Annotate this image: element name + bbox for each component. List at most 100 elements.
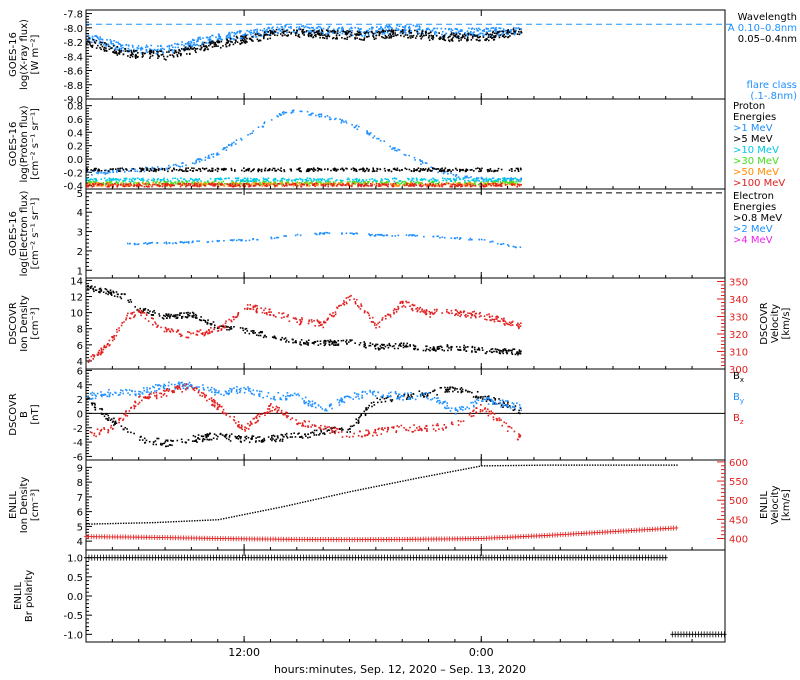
data-point <box>392 32 395 35</box>
data-point <box>252 40 254 42</box>
data-point <box>459 33 461 35</box>
data-point <box>328 118 331 121</box>
data-point <box>197 38 200 40</box>
data-point <box>336 344 339 346</box>
data-point <box>131 55 134 58</box>
data-point <box>480 176 483 179</box>
data-point <box>335 36 338 39</box>
data-point <box>229 36 232 39</box>
data-point <box>367 133 370 135</box>
data-point <box>165 58 167 61</box>
data-point <box>341 26 344 29</box>
data-point <box>508 349 510 351</box>
data-point <box>203 184 205 186</box>
data-point <box>283 185 286 187</box>
data-point <box>457 176 460 178</box>
data-point <box>207 241 210 243</box>
data-point <box>199 45 202 47</box>
data-point <box>453 34 455 37</box>
data-point <box>95 47 98 49</box>
data-point <box>155 49 157 51</box>
data-point <box>186 181 189 183</box>
data-point <box>203 168 206 171</box>
data-point <box>159 50 161 53</box>
data-point <box>516 33 519 35</box>
data-point <box>272 26 274 29</box>
data-point <box>98 38 100 41</box>
data-point <box>115 179 117 181</box>
y-tick-label: 0.6 <box>67 115 83 126</box>
data-point <box>510 177 512 180</box>
data-point <box>346 182 349 184</box>
data-point <box>447 170 449 172</box>
data-point <box>113 52 116 54</box>
data-point <box>379 30 382 33</box>
data-point <box>375 324 378 326</box>
data-point <box>395 178 398 180</box>
data-point <box>210 153 213 156</box>
data-point <box>252 178 254 181</box>
data-point <box>272 28 275 31</box>
data-point <box>343 121 345 123</box>
data-point <box>444 171 446 173</box>
data-point <box>317 183 319 185</box>
y-axis-label-line: [W m⁻²] <box>30 34 41 74</box>
data-point <box>363 341 365 343</box>
data-point <box>323 340 325 342</box>
data-point <box>107 343 109 345</box>
data-point <box>314 169 317 171</box>
data-point <box>368 132 371 135</box>
data-point <box>470 312 473 315</box>
data-point <box>439 345 442 348</box>
data-point <box>489 33 492 36</box>
data-point <box>443 169 446 171</box>
data-point <box>200 159 203 161</box>
data-point <box>239 239 242 241</box>
data-point <box>493 36 496 39</box>
data-point <box>302 25 305 27</box>
data-point <box>216 154 218 156</box>
data-point <box>492 318 495 321</box>
data-point <box>250 183 253 185</box>
data-point <box>191 48 193 50</box>
data-point <box>109 182 112 184</box>
data-point <box>364 342 366 345</box>
data-point <box>454 181 456 183</box>
data-point <box>451 185 453 188</box>
data-point <box>118 327 120 329</box>
data-point <box>324 342 327 344</box>
data-point <box>122 49 124 52</box>
data-point <box>481 177 484 180</box>
data-point <box>471 33 473 36</box>
data-point <box>185 164 187 167</box>
data-point <box>432 177 434 180</box>
data-point <box>280 178 283 180</box>
data-point <box>401 300 404 303</box>
data-point <box>98 170 101 172</box>
data-point <box>421 29 424 31</box>
data-point <box>435 31 438 34</box>
data-point <box>141 53 144 56</box>
data-point <box>460 39 462 41</box>
data-point <box>174 241 177 244</box>
data-point <box>257 126 260 128</box>
data-point <box>301 29 304 32</box>
data-point <box>505 322 508 324</box>
data-point <box>155 170 157 173</box>
data-point <box>452 182 455 185</box>
data-point <box>443 170 445 173</box>
data-point <box>400 342 403 345</box>
data-point <box>222 183 225 186</box>
data-point <box>438 347 441 350</box>
data-point <box>378 321 381 323</box>
data-point <box>381 318 384 321</box>
data-point <box>213 185 216 187</box>
data-point <box>371 343 374 346</box>
data-point <box>110 291 112 294</box>
data-point <box>180 169 183 171</box>
data-point <box>416 180 419 183</box>
data-point <box>489 30 492 32</box>
y-tick-label: 0.0 <box>67 155 83 166</box>
data-point <box>477 34 479 36</box>
data-point <box>110 42 113 45</box>
